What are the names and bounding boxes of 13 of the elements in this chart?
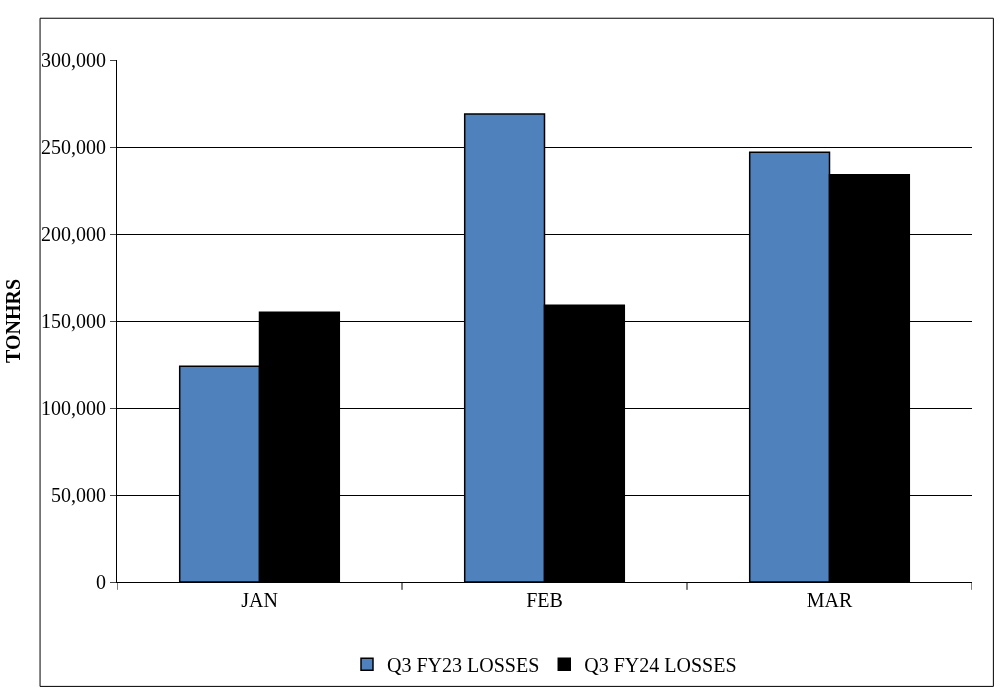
y-tick-label: 250,000: [41, 136, 106, 158]
y-axis-title: TONHRS: [1, 278, 24, 364]
x-tick-label: JAN: [241, 589, 278, 611]
y-tick-label: 300,000: [41, 49, 106, 71]
y-tick-label: 50,000: [51, 484, 106, 506]
y-tick-label: 200,000: [41, 223, 106, 245]
y-tick-label: 100,000: [41, 397, 106, 419]
y-tick-label: 150,000: [41, 310, 106, 332]
x-tick-label: MAR: [806, 589, 853, 611]
legend-label: Q3 FY24 LOSSES: [584, 653, 737, 676]
y-tick-label: 0: [96, 571, 106, 593]
x-tick-label: FEB: [526, 589, 563, 611]
legend-label: Q3 FY23 LOSSES: [387, 653, 540, 676]
